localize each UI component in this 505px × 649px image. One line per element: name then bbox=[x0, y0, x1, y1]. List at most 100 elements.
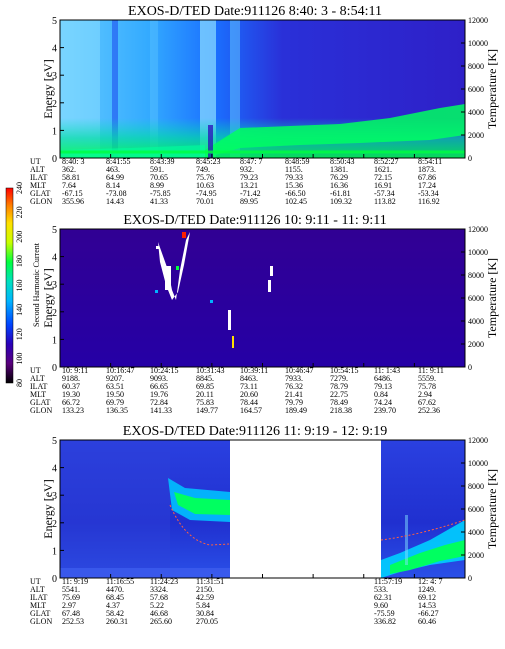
orbit-row-label: UT bbox=[30, 366, 41, 375]
orbit-value: -66.50 bbox=[285, 189, 306, 198]
panel-2-title: EXOS-D/TED Date:911126 10: 9:11 - 11: 9:… bbox=[123, 213, 386, 228]
orbit-value: 8:40: 3 bbox=[62, 157, 84, 166]
orbit-value: 11:16:55 bbox=[106, 577, 134, 586]
orbit-value: -66.27 bbox=[418, 609, 439, 618]
orbit-value: 16.91 bbox=[374, 181, 392, 190]
orbit-row-label: UT bbox=[30, 157, 41, 166]
orbit-value: 11: 9:19 bbox=[62, 577, 88, 586]
orbit-value: 239.70 bbox=[374, 406, 396, 415]
orbit-value: 10:16:47 bbox=[106, 366, 134, 375]
orbit-value: 1873. bbox=[418, 165, 436, 174]
orbit-value: 13.21 bbox=[240, 181, 258, 190]
orbit-value: 58.42 bbox=[106, 609, 124, 618]
orbit-value: 42.59 bbox=[196, 593, 214, 602]
orbit-value: 113.82 bbox=[374, 197, 396, 206]
orbit-value: 5559. bbox=[418, 374, 436, 383]
colorbar-tick-label: 140 bbox=[15, 304, 24, 316]
orbit-row-label: ALT bbox=[30, 165, 45, 174]
y2-tick-label: 6000 bbox=[468, 294, 484, 303]
orbit-value: 11: 9:11 bbox=[418, 366, 444, 375]
colorbar-gradient bbox=[5, 187, 14, 384]
orbit-value: 10:54:15 bbox=[330, 366, 358, 375]
panel-2: EXOS-D/TED Date:911126 10: 9:11 - 11: 9:… bbox=[30, 213, 499, 415]
y2-tick-label: 10000 bbox=[468, 459, 488, 468]
y2-tick-label: 4000 bbox=[468, 108, 484, 117]
orbit-value: 19.30 bbox=[62, 390, 80, 399]
orbit-value: 336.82 bbox=[374, 617, 396, 626]
orbit-value: 22.75 bbox=[330, 390, 348, 399]
orbit-value: 60.46 bbox=[418, 617, 436, 626]
orbit-value: 5541. bbox=[62, 585, 80, 594]
orbit-value: 109.32 bbox=[330, 197, 352, 206]
y-tick-label: 0 bbox=[52, 363, 57, 374]
orbit-value: 1381. bbox=[330, 165, 348, 174]
y2-tick-label: 2000 bbox=[468, 131, 484, 140]
orbit-value: 362. bbox=[62, 165, 76, 174]
orbit-value: 11:57:19 bbox=[374, 577, 402, 586]
colorbar-tick-label: 100 bbox=[15, 353, 24, 365]
orbit-value: 30.84 bbox=[196, 609, 214, 618]
orbit-value: 69.79 bbox=[106, 398, 124, 407]
panel-2-ylabel: Energy [eV] bbox=[41, 268, 55, 327]
panel-1-ylabel2: Temperature [K] bbox=[485, 49, 499, 129]
panel-3-gap bbox=[231, 441, 380, 577]
y2-tick-label: 10000 bbox=[468, 248, 488, 257]
orbit-value: 70.01 bbox=[196, 197, 214, 206]
y2-tick-label: 12000 bbox=[468, 16, 488, 25]
y2-tick-label: 10000 bbox=[468, 39, 488, 48]
orbit-value: 67.86 bbox=[418, 173, 436, 182]
orbit-row-label: GLON bbox=[30, 406, 52, 415]
y-tick-label: 4 bbox=[52, 253, 57, 264]
orbit-value: -61.81 bbox=[330, 189, 351, 198]
orbit-row-label: ILAT bbox=[30, 173, 47, 182]
orbit-value: 10: 9:11 bbox=[62, 366, 88, 375]
y2-tick-label: 0 bbox=[468, 574, 472, 583]
orbit-value: 252.53 bbox=[62, 617, 84, 626]
panel-3-orbit-table: UT 11: 9:19 11:16:55 11:24:23 11:31:51 11:57:… bbox=[30, 577, 442, 626]
panel-3-ylabel: Energy [eV] bbox=[41, 479, 55, 538]
y-tick-label: 3 bbox=[52, 491, 57, 502]
y2-tick-label: 0 bbox=[468, 154, 472, 163]
orbit-value: 102.45 bbox=[285, 197, 307, 206]
y2-tick-label: 2000 bbox=[468, 340, 484, 349]
orbit-value: 116.92 bbox=[418, 197, 440, 206]
orbit-value: 75.76 bbox=[196, 173, 214, 182]
orbit-value: 3324. bbox=[150, 585, 168, 594]
orbit-value: 8:47: 7 bbox=[240, 157, 262, 166]
orbit-value: 76.29 bbox=[330, 173, 348, 182]
colorbar-tick-label: 200 bbox=[15, 231, 24, 243]
orbit-value: 10.63 bbox=[196, 181, 214, 190]
orbit-value: 20.11 bbox=[196, 390, 214, 399]
orbit-value: 218.38 bbox=[330, 406, 352, 415]
orbit-row-label: GLON bbox=[30, 197, 52, 206]
orbit-value: 8.99 bbox=[150, 181, 164, 190]
orbit-value: 79.79 bbox=[285, 398, 303, 407]
colorbar: 80 100 120 140 160 180 200 220 240 Second Harmon… bbox=[5, 182, 41, 387]
panel-1-title: EXOS-D/TED Date:911126 8:40: 3 - 8:54:11 bbox=[128, 4, 382, 19]
orbit-value: 252.36 bbox=[418, 406, 440, 415]
orbit-value: 1155. bbox=[285, 165, 303, 174]
orbit-value: 260.31 bbox=[106, 617, 128, 626]
orbit-value: -71.42 bbox=[240, 189, 261, 198]
orbit-value: 10:31:43 bbox=[196, 366, 224, 375]
orbit-value: 12: 4: 7 bbox=[418, 577, 442, 586]
orbit-value: 8:45:23 bbox=[196, 157, 220, 166]
orbit-row-label: MLT bbox=[30, 601, 46, 610]
orbit-value: 533. bbox=[374, 585, 388, 594]
orbit-value: 2150. bbox=[196, 585, 214, 594]
orbit-value: 8:50:43 bbox=[330, 157, 354, 166]
orbit-value: 8:43:39 bbox=[150, 157, 174, 166]
orbit-value: 78.49 bbox=[330, 398, 348, 407]
colorbar-tick-label: 80 bbox=[15, 379, 24, 387]
orbit-value: 16.36 bbox=[330, 181, 348, 190]
orbit-value: 591. bbox=[150, 165, 164, 174]
y-tick-label: 4 bbox=[52, 464, 57, 475]
y-tick-label: 3 bbox=[52, 280, 57, 291]
colorbar-label: Second Harmonic Current bbox=[32, 242, 41, 327]
orbit-value: 57.68 bbox=[150, 593, 168, 602]
orbit-value: 66.65 bbox=[150, 382, 168, 391]
orbit-value: 9.60 bbox=[374, 601, 388, 610]
orbit-row-label: ALT bbox=[30, 374, 45, 383]
y-tick-label: 5 bbox=[52, 16, 57, 27]
orbit-value: 74.24 bbox=[374, 398, 392, 407]
